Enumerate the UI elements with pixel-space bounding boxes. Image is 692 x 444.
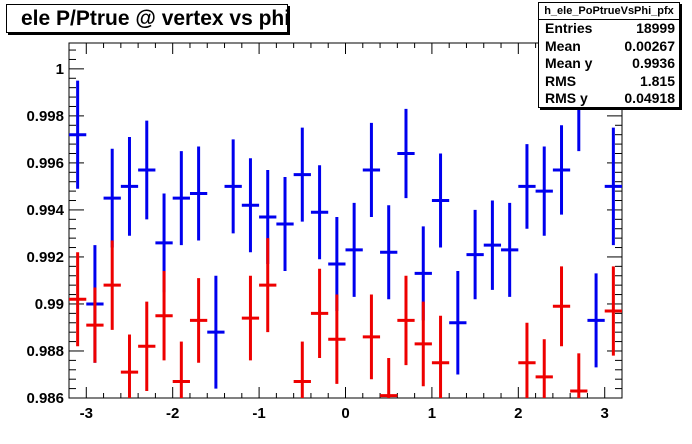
data-point [570,353,588,398]
stats-value: 0.00267 [624,37,675,54]
data-point [172,151,190,246]
stats-row-rms-y: RMS y 0.04918 [539,90,679,108]
series-1 [69,238,622,398]
data-point [310,268,329,359]
chart-title: ele P/Ptrue @ vertex vs phi [6,4,290,33]
data-point [189,146,208,241]
data-point [552,266,571,347]
data-point [345,202,363,297]
data-point [103,148,121,248]
data-point [535,339,553,398]
x-tick-label: -3 [80,405,93,422]
stats-label: RMS y [545,90,588,106]
stats-value: 0.04918 [624,90,675,106]
data-point [535,146,553,236]
stats-row-entries: Entries 18999 [539,20,679,38]
data-point [172,341,190,398]
stats-value: 18999 [636,20,675,36]
x-tick-label: 1 [428,405,436,422]
data-point [69,80,87,189]
data-point [259,238,277,333]
data-point [397,108,415,199]
stats-row-mean: Mean 0.00267 [539,38,679,56]
data-point [604,266,622,356]
data-point [241,158,260,253]
y-tick-label: 0.99 [35,296,64,313]
y-tick-label: 0.994 [26,202,64,219]
data-point [241,275,260,361]
data-point [483,200,502,290]
data-points [69,57,622,398]
data-point [103,240,121,330]
data-point [501,202,519,297]
data-point [120,334,139,398]
data-point [362,294,381,380]
y-tick-label: 0.998 [26,108,64,125]
stats-label: RMS [545,72,577,89]
y-tick-label: 0.986 [26,390,64,407]
stats-label: Mean y [545,55,593,71]
data-point [207,275,225,389]
data-point [120,137,139,236]
data-point [362,122,381,217]
data-point [380,205,398,300]
y-tick-label: 1 [56,61,64,78]
data-point [155,271,173,361]
data-point [431,315,450,398]
data-point [276,177,294,272]
data-point [328,294,346,384]
data-point [293,341,311,398]
stats-value: 0.9936 [632,55,675,71]
data-point [380,358,398,398]
data-point [293,127,311,222]
stats-label: Mean [545,37,581,54]
data-point [414,301,432,387]
data-point [69,252,87,347]
stats-label: Entries [545,20,593,36]
stats-box: h_ele_PoPtrueVsPhi_pfx Entries 18999 Mea… [538,2,680,108]
data-point [310,165,329,260]
x-tick-label: 3 [601,405,609,422]
data-point [189,278,208,363]
x-tick-label: 2 [514,405,522,422]
data-point [518,322,536,398]
x-tick-label: -2 [166,405,179,422]
data-point [587,273,605,368]
y-tick-label: 0.992 [26,249,64,266]
x-tick-label: -1 [252,405,265,422]
axes: -3 -2 -1 0 1 2 3 0.986 0.988 0.99 0.992 0.994 0.996 0… [26,42,623,422]
data-point [224,139,242,234]
data-point [552,125,571,215]
data-point [86,287,104,363]
data-point [604,127,622,246]
stats-histogram-name: h_ele_PoPtrueVsPhi_pfx [539,3,679,20]
data-point [138,301,156,391]
data-point [138,120,156,220]
stats-value: 1.815 [639,72,675,89]
stats-row-mean-y: Mean y 0.9936 [539,55,679,73]
data-point [431,153,450,248]
data-point [397,275,415,366]
data-point [449,271,467,375]
data-point [518,144,536,229]
x-tick-label: 0 [341,405,349,422]
stats-row-rms: RMS 1.815 [539,73,679,91]
data-point [466,209,484,300]
y-tick-label: 0.988 [26,343,64,360]
y-tick-label: 0.996 [26,155,64,172]
